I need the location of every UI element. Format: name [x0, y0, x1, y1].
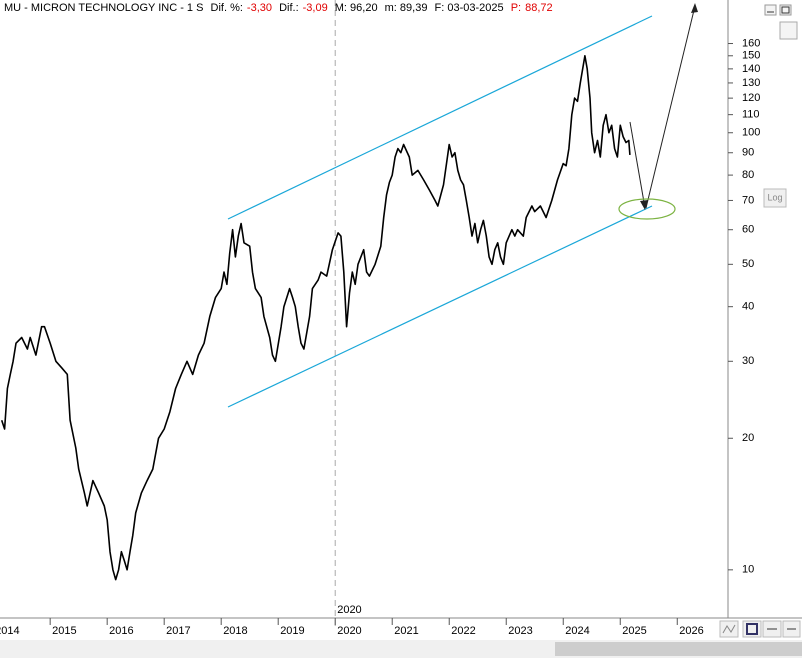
x-tick-label: 2020 [337, 625, 361, 637]
value: M: 96,20 [334, 2, 378, 14]
value: 88,72 [525, 2, 553, 14]
value: F: 03-03-2025 [434, 2, 504, 14]
y-tick-label: 120 [742, 92, 760, 104]
target-ellipse [618, 198, 676, 220]
x-tick-label: 2016 [109, 625, 133, 637]
save-icon [746, 623, 758, 635]
y-tick-label: 130 [742, 77, 760, 89]
y-tick-label: 30 [742, 355, 754, 367]
projection-arrow-up [645, 5, 696, 209]
price-line [0, 54, 631, 581]
header: MU - MICRON TECHNOLOGY INC - 1 S Dif. %:… [4, 2, 557, 14]
y-tick-label: 110 [742, 109, 760, 121]
maximize-icon [781, 6, 790, 14]
y-tick-label: 50 [742, 258, 754, 270]
label: Dif.: [279, 2, 299, 14]
x-tick-label: 2018 [223, 625, 247, 637]
projection-arrow-down [629, 121, 646, 209]
log-button[interactable] [763, 188, 787, 208]
y-tick-label: 20 [742, 432, 754, 444]
value: -3,09 [302, 2, 328, 14]
symbol: MU - MICRON TECHNOLOGY INC - 1 S [4, 2, 204, 14]
x-tick-label: 2023 [508, 625, 532, 637]
y-tick-label: 100 [742, 127, 760, 139]
maximize-button[interactable] [779, 4, 792, 16]
label: Dif. %: [210, 2, 243, 14]
x-tick-label: 2024 [565, 625, 589, 637]
value: m: 89,39 [384, 2, 428, 14]
value: -3,30 [246, 2, 272, 14]
y-tick-label: 60 [742, 224, 754, 236]
channel-lower [227, 205, 653, 408]
arrow-head [691, 3, 698, 13]
x-tick-label: 2014 [0, 625, 20, 637]
x-tick-label: 2025 [622, 625, 646, 637]
y-tick-label: 140 [742, 63, 760, 75]
x-tick-label: 2021 [394, 625, 418, 637]
x-tick-label: 2017 [166, 625, 190, 637]
y-tick-label: 80 [742, 169, 754, 181]
line-tool-icon [722, 624, 736, 634]
x-tick-label: 2019 [280, 625, 304, 637]
log-button-label: Log [767, 192, 782, 202]
y-tick-label: 90 [742, 147, 754, 159]
cursor-label: 2020 [337, 604, 361, 616]
channel-upper [227, 15, 653, 220]
scrollbar-thumb[interactable] [555, 642, 802, 656]
y-tick-label: 150 [742, 50, 760, 62]
y-tick-label: 70 [742, 194, 754, 206]
y-tick-label: 10 [742, 564, 754, 576]
x-tick-label: 2015 [52, 625, 76, 637]
y-tick-label: 40 [742, 301, 754, 313]
panel-button[interactable] [779, 21, 798, 40]
x-tick-label: 2022 [451, 625, 475, 637]
x-tick-label: 2026 [679, 625, 703, 637]
arrow-head [640, 200, 648, 210]
y-tick-label: 160 [742, 37, 760, 49]
label: P: [510, 2, 522, 14]
minimize-button[interactable] [764, 4, 777, 16]
